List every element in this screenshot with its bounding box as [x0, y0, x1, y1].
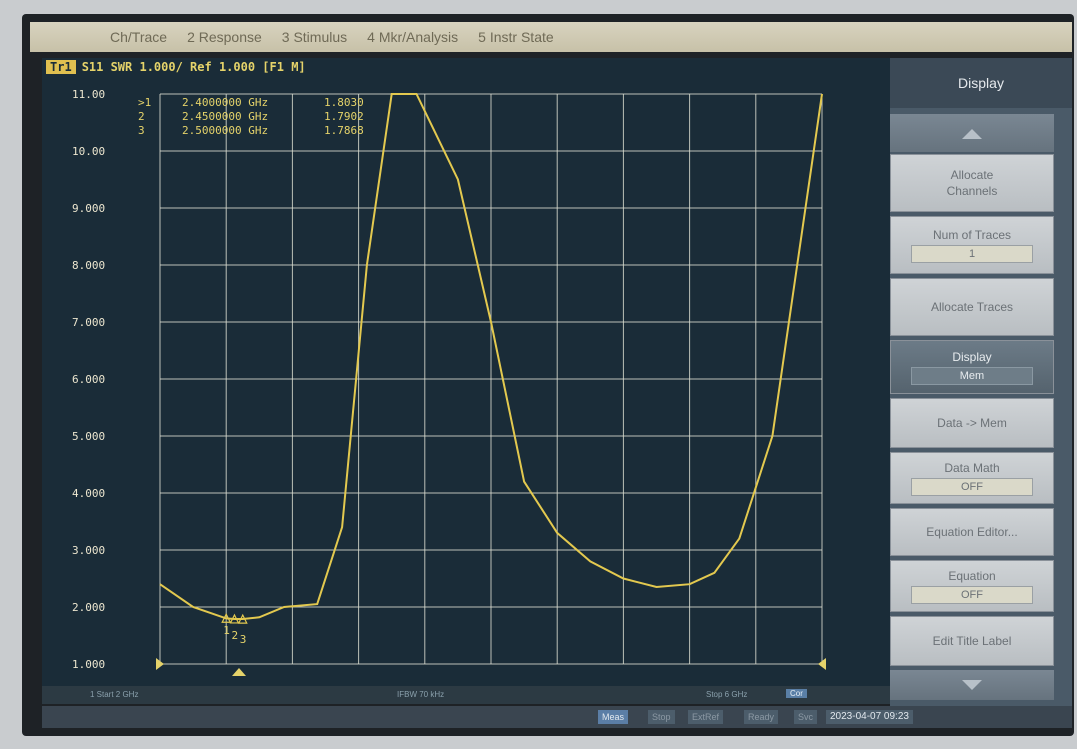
scroll-up-button[interactable] — [890, 114, 1054, 152]
channel-tag[interactable]: Tr1 — [46, 60, 76, 74]
menu-response[interactable]: 2 Response — [187, 29, 262, 45]
y-tick-label: 10.00 — [72, 145, 105, 158]
equation-value: OFF — [911, 586, 1033, 604]
chevron-down-icon — [962, 680, 982, 690]
menu-bar: Ch/Trace 2 Response 3 Stimulus 4 Mkr/Ana… — [30, 22, 1072, 52]
instrument-status-bar: Meas Stop ExtRef Ready Svc 2023-04-07 09… — [42, 706, 1072, 728]
allocate-channels-button[interactable]: Allocate Channels — [890, 154, 1054, 212]
display-mode-value: Mem — [911, 367, 1033, 385]
equation-button[interactable]: Equation OFF — [890, 560, 1054, 612]
marker-triangle — [221, 612, 232, 623]
ready-indicator: Ready — [744, 710, 779, 724]
data-to-mem-label: Data -> Mem — [937, 416, 1007, 430]
marker-number: 3 — [240, 633, 247, 646]
equation-editor-label: Equation Editor... — [926, 525, 1018, 539]
marker-number: 2 — [231, 629, 238, 642]
chevron-up-icon — [962, 129, 982, 139]
meas-indicator: Meas — [598, 710, 629, 724]
plot-grid — [159, 93, 823, 665]
data-math-button[interactable]: Data Math OFF — [890, 452, 1054, 504]
stop-frequency: Stop 6 GHz — [706, 690, 748, 699]
scroll-down-button[interactable] — [890, 670, 1054, 700]
svc-indicator: Svc — [794, 710, 818, 724]
marker-id: 2 — [138, 110, 145, 123]
ref-level-right-arrow — [818, 658, 826, 670]
stop-indicator: Stop — [648, 710, 675, 724]
allocate-traces-button[interactable]: Allocate Traces — [890, 278, 1054, 336]
marker-frequency: 2.4500000 GHz — [182, 110, 268, 123]
menu-stimulus[interactable]: 3 Stimulus — [281, 29, 348, 45]
edit-title-label-button[interactable]: Edit Title Label — [890, 616, 1054, 666]
y-tick-label: 11.00 — [72, 88, 105, 101]
stimulus-marker-triangle — [232, 668, 246, 676]
num-of-traces-value: 1 — [911, 245, 1033, 263]
swr-plot: 11.00 10.00 9.000 8.000 7.000 6.000 5.000 4.000… — [72, 88, 826, 676]
menu-instr-state[interactable]: 5 Instr State — [478, 29, 554, 45]
ref-level-left-arrow — [156, 658, 164, 670]
extref-indicator: ExtRef — [688, 710, 724, 724]
trace-s11-line — [159, 93, 823, 620]
date-time: 2023-04-07 09:23 — [826, 710, 913, 724]
marker-number: 1 — [223, 624, 230, 637]
allocate-channels-label: Allocate Channels — [946, 168, 998, 198]
y-tick-label: 8.000 — [72, 259, 105, 272]
y-tick-label: 9.000 — [72, 202, 105, 215]
marker-value: 1.8030 — [324, 96, 364, 109]
data-to-mem-button[interactable]: Data -> Mem — [890, 398, 1054, 448]
equation-editor-button[interactable]: Equation Editor... — [890, 508, 1054, 556]
y-tick-label: 4.000 — [72, 487, 105, 500]
correction-badge: Cor — [786, 689, 807, 698]
y-tick-label: 6.000 — [72, 373, 105, 386]
marker-triangle — [229, 613, 240, 624]
marker-readout: >1 2.4000000 GHz 1.8030 2 2.4500000 GHz 1.790… — [138, 96, 364, 137]
num-of-traces-label: Num of Traces — [932, 228, 1012, 242]
display-mode-button[interactable]: Display Mem — [890, 340, 1054, 394]
marker-value: 1.7902 — [324, 110, 364, 123]
ifbw-readout: IFBW 70 kHz — [397, 690, 445, 699]
measurement-screen: 11.00 10.00 9.000 8.000 7.000 6.000 5.000 4.000… — [42, 58, 890, 686]
marker-id: 3 — [138, 124, 145, 137]
y-tick-label: 3.000 — [72, 544, 105, 557]
y-axis-ticks: 11.00 10.00 9.000 8.000 7.000 6.000 5.000 4.000… — [72, 88, 105, 671]
y-tick-label: 1.000 — [72, 658, 105, 671]
menu-mkr-analysis[interactable]: 4 Mkr/Analysis — [367, 29, 459, 45]
data-math-label: Data Math — [944, 461, 1000, 475]
channel-status-bar: 1 Start 2 GHz IFBW 70 kHz Stop 6 GHz Cor — [42, 686, 890, 704]
marker-frequency: 2.4000000 GHz — [182, 96, 268, 109]
trace-title-text: S11 SWR 1.000/ Ref 1.000 [F1 M] — [81, 60, 306, 74]
edit-title-label-label: Edit Title Label — [932, 634, 1012, 648]
softkey-panel: Display Allocate Channels Num of Traces … — [890, 58, 1072, 706]
display-mode-label: Display — [952, 350, 992, 364]
start-frequency: 1 Start 2 GHz — [90, 690, 139, 699]
menu-ch-trace[interactable]: Ch/Trace — [110, 29, 168, 45]
y-tick-label: 7.000 — [72, 316, 105, 329]
marker-triangle — [237, 613, 248, 624]
marker-id: >1 — [138, 96, 151, 109]
panel-header: Display — [890, 58, 1072, 108]
y-tick-label: 5.000 — [72, 430, 105, 443]
marker-value: 1.7868 — [324, 124, 364, 137]
trace-title[interactable]: Tr1 S11 SWR 1.000/ Ref 1.000 [F1 M] — [46, 60, 306, 74]
equation-label: Equation — [948, 569, 996, 583]
data-math-value: OFF — [911, 478, 1033, 496]
num-of-traces-button[interactable]: Num of Traces 1 — [890, 216, 1054, 274]
y-tick-label: 2.000 — [72, 601, 105, 614]
allocate-traces-label: Allocate Traces — [930, 300, 1014, 314]
marker-frequency: 2.5000000 GHz — [182, 124, 268, 137]
